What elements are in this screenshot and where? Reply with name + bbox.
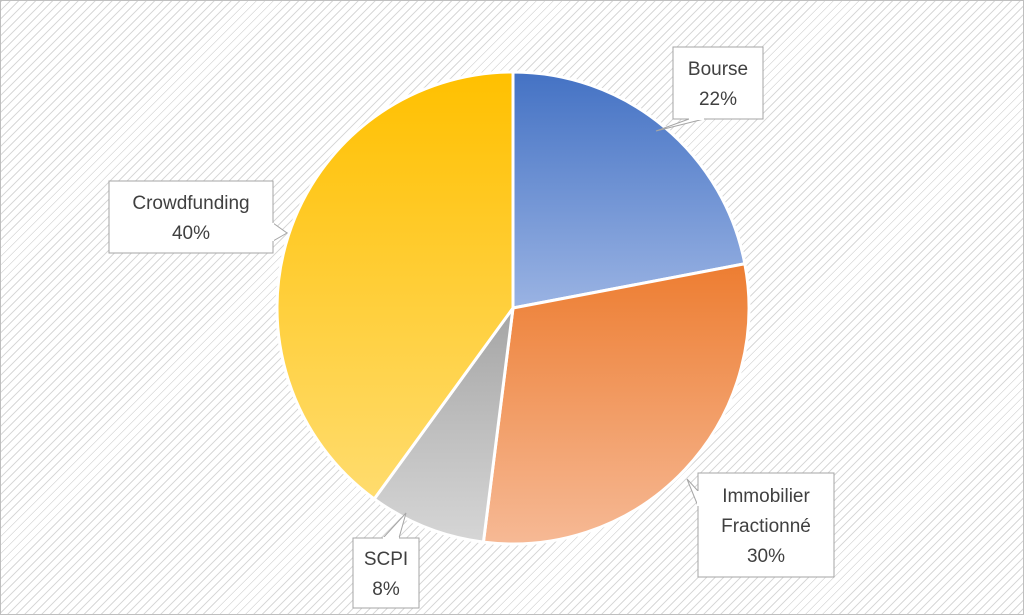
data-label-category: SCPI [364, 549, 408, 570]
data-label-value: 22% [699, 89, 737, 110]
data-label-category: Crowdfunding [132, 193, 249, 214]
data-label-value: 30% [747, 546, 785, 567]
data-label-category: Fractionné [721, 516, 811, 537]
pie-slice-crowdfunding [275, 70, 515, 502]
pie-slice-bourse [511, 70, 747, 310]
data-label-callout: SCPI 8% [352, 512, 420, 609]
data-label-value: 40% [172, 223, 210, 244]
data-label-callout: Bourse 22% [655, 46, 764, 132]
pie-slice-immobilier-fractionn- [481, 262, 751, 546]
data-label-callout: Crowdfunding 40% [108, 180, 288, 254]
data-label-category: Bourse [688, 59, 748, 80]
data-label-value: 8% [372, 579, 400, 600]
pie-slice-scpi [372, 307, 515, 544]
data-label-callout: Immobilier Fractionné 30% [686, 472, 835, 578]
data-label-category: Immobilier [722, 486, 810, 507]
